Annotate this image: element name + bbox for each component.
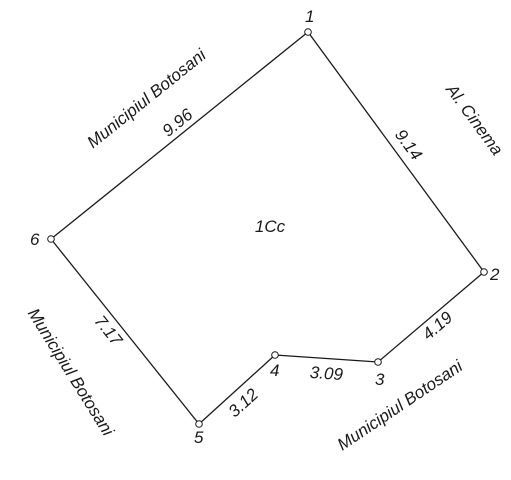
vertex-marker-5 (195, 420, 203, 428)
edge-length-5-6: 7.17 (91, 312, 127, 350)
edge-4-5 (198, 354, 276, 425)
edge-5-6 (50, 238, 200, 425)
edge-6-1 (50, 31, 309, 240)
vertex-label-5: 5 (194, 428, 204, 447)
vertex-marker-2 (480, 268, 488, 276)
vertex-label-2: 2 (489, 265, 500, 284)
vertex-label-4: 4 (270, 361, 279, 380)
edge-length-6-1: 9.96 (159, 105, 197, 141)
edge-2-3 (377, 271, 485, 363)
boundary-edges (50, 31, 485, 425)
neighbour-labels: Municipiul Botosani Al. Cinema Municipiu… (24, 45, 507, 455)
edge-length-3-4: 3.09 (309, 363, 344, 384)
vertex-marker-6 (47, 235, 55, 243)
parcel-id-label: 1Cc (255, 217, 286, 236)
edge-3-4 (274, 354, 379, 363)
vertex-label-6: 6 (30, 230, 40, 249)
neighbour-label-north-east: Al. Cinema (442, 80, 507, 159)
edge-1-2 (307, 31, 485, 273)
vertex-labels: 1 2 3 4 5 6 (30, 7, 500, 447)
vertex-label-1: 1 (305, 7, 314, 26)
edge-length-4-5: 3.12 (225, 384, 263, 421)
vertex-label-3: 3 (375, 370, 385, 389)
vertex-markers (47, 28, 488, 428)
edge-length-1-2: 9.14 (391, 126, 426, 164)
vertex-marker-1 (304, 28, 312, 36)
neighbour-label-north-west: Municipiul Botosani (84, 45, 211, 152)
edge-length-2-3: 4.19 (419, 308, 457, 344)
neighbour-label-south: Municipiul Botosani (334, 356, 467, 454)
vertex-marker-3 (374, 358, 382, 366)
vertex-marker-4 (271, 351, 279, 359)
